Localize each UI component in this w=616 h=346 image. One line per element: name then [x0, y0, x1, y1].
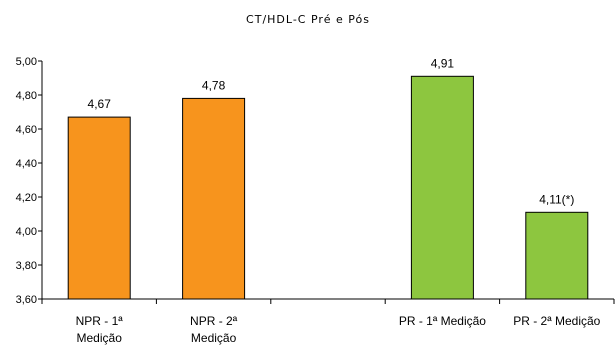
data-label: 4,91	[431, 56, 455, 70]
bar	[410, 75, 474, 300]
bar	[67, 116, 131, 300]
category-label: PR - 2ª Medição	[513, 314, 600, 328]
category-label: NPR - 2ª	[190, 314, 238, 328]
y-tick-label: 3,80	[16, 260, 37, 272]
chart-data-labels: 4,67 4,78 4,91 4,11(*)	[88, 56, 575, 206]
category-label: PR - 1ª Medição	[399, 314, 486, 328]
y-tick-label: 4,00	[16, 226, 37, 238]
data-label: 4,67	[88, 97, 112, 111]
chart-category-labels: NPR - 1ª Medição NPR - 2ª Medição PR - 1ª Me…	[76, 314, 601, 345]
category-label: Medição	[77, 331, 123, 345]
y-tick-label: 5,00	[16, 56, 37, 68]
y-tick-label: 4,80	[16, 90, 37, 102]
y-tick-label: 3,60	[16, 294, 37, 306]
category-label: Medição	[191, 331, 237, 345]
y-tick-label: 4,40	[16, 158, 37, 170]
chart-title: CT/HDL-C Pré e Pós	[246, 13, 370, 26]
y-tick-label: 4,60	[16, 124, 37, 136]
data-label: 4,78	[202, 78, 226, 92]
bar	[525, 211, 589, 300]
chart-axes: 3,60 3,80 4,00 4,20 4,40 4,60 4,80 5,00	[16, 56, 615, 306]
data-label: 4,11(*)	[539, 192, 574, 206]
category-label: NPR - 1ª	[76, 314, 124, 328]
chart-bars	[67, 75, 589, 300]
y-tick-label: 4,20	[16, 192, 37, 204]
bar	[182, 97, 246, 300]
